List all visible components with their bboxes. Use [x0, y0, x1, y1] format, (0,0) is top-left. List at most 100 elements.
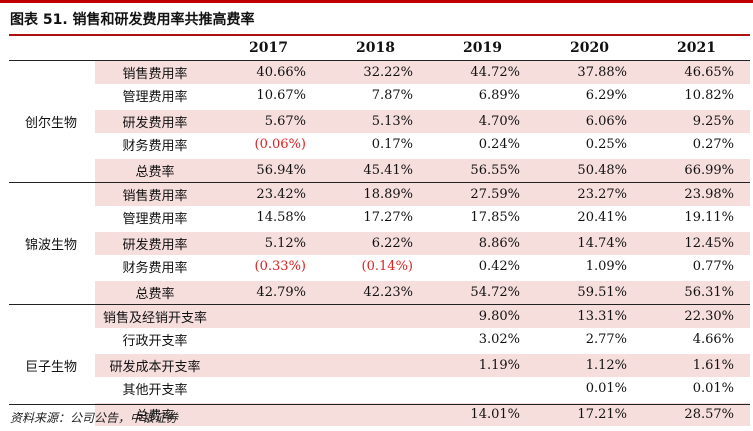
table-cell: 6.29%: [585, 88, 627, 103]
table-cell: 19.11%: [684, 210, 734, 225]
table-cell: 42.79%: [215, 278, 322, 305]
table-cell: 28.57%: [643, 400, 750, 426]
table-cell: (0.06%): [254, 137, 306, 152]
table-cell: 23.98%: [643, 182, 750, 206]
row-label: 销售费用率: [95, 60, 215, 84]
table-cell: 7.87%: [371, 88, 413, 103]
table-cell: 56.31%: [643, 278, 750, 305]
table-cell: (0.33%): [254, 259, 306, 274]
table-cell: 4.70%: [429, 107, 536, 133]
table-cell: 54.72%: [429, 278, 536, 305]
header-year: 2020: [570, 40, 609, 56]
table-row: 管理费用率 14.58% 17.27% 17.85% 20.41% 19.11%: [9, 206, 750, 231]
table-row: 总费率 42.79% 42.23% 54.72% 59.51% 56.31%: [9, 278, 750, 305]
table-cell: 32.22%: [322, 60, 429, 84]
header-row: 2017 2018 2019 2020 2021: [9, 36, 750, 61]
company-name: 创尔生物: [9, 60, 95, 183]
table-cell: 6.89%: [478, 88, 520, 103]
top-accent-bar: [0, 0, 753, 3]
table-cell: (0.14%): [361, 259, 413, 274]
table-cell: 56.55%: [429, 156, 536, 183]
table-row: 研发成本开支率 1.19% 1.12% 1.61%: [9, 351, 750, 377]
table-cell: 37.88%: [536, 60, 643, 84]
table-cell: 0.77%: [692, 259, 734, 274]
table-cell: [215, 328, 322, 353]
header-year: 2019: [463, 40, 502, 56]
header-year: 2021: [677, 40, 716, 56]
row-label: 其他开支率: [122, 383, 188, 398]
table-cell: [215, 377, 322, 402]
table-cell: 13.31%: [536, 304, 643, 328]
table-cell: 17.85%: [470, 210, 520, 225]
table-cell: 1.19%: [429, 351, 536, 377]
table-cell: 27.59%: [429, 182, 536, 206]
table-cell: 23.27%: [536, 182, 643, 206]
table-cell: 4.66%: [692, 332, 734, 347]
company-name: 锦波生物: [9, 182, 95, 305]
table-cell: 44.72%: [429, 60, 536, 84]
bottom-rule: [9, 404, 750, 405]
table-cell: [429, 377, 536, 402]
table-cell: 20.41%: [577, 210, 627, 225]
table-cell: [215, 351, 322, 377]
table-cell: 1.12%: [536, 351, 643, 377]
table-cell: 0.27%: [692, 137, 734, 152]
title-rule: [9, 34, 750, 36]
table-cell: [322, 377, 429, 402]
table-cell: 3.02%: [478, 332, 520, 347]
table-row: 研发费用率 5.67% 5.13% 4.70% 6.06% 9.25%: [9, 107, 750, 133]
table-cell: 45.41%: [322, 156, 429, 183]
table-cell: [215, 304, 322, 328]
row-label: 财务费用率: [122, 139, 188, 154]
table-cell: 18.89%: [322, 182, 429, 206]
row-label: 研发费用率: [95, 229, 215, 255]
row-label: 管理费用率: [122, 90, 188, 105]
table-row: 锦波生物 销售费用率 23.42% 18.89% 27.59% 23.27% 23.98%: [9, 182, 750, 305]
company-name: 巨子生物: [9, 304, 95, 426]
row-label: 总费率: [95, 278, 215, 305]
table-row: 财务费用率 (0.33%) (0.14%) 0.42% 1.09% 0.77%: [9, 255, 750, 280]
expense-ratio-table: 2017 2018 2019 2020 2021 创尔生物 销售费用率 40.66%…: [9, 36, 750, 426]
table-cell: [215, 400, 322, 426]
table-body: 创尔生物 销售费用率 40.66% 32.22% 44.72% 37.88% 46.65% 管…: [9, 60, 750, 426]
table-cell: 14.58%: [256, 210, 306, 225]
table-cell: 56.94%: [215, 156, 322, 183]
table-cell: 14.74%: [536, 229, 643, 255]
table-cell: 10.67%: [256, 88, 306, 103]
table-cell: 0.01%: [692, 381, 734, 396]
table-cell: 50.48%: [536, 156, 643, 183]
table-cell: [322, 400, 429, 426]
table-row: 行政开支率 3.02% 2.77% 4.66%: [9, 328, 750, 353]
table-cell: 6.22%: [322, 229, 429, 255]
row-label: 研发成本开支率: [95, 351, 215, 377]
figure-title: 图表 51. 销售和研发费用率共推高费率: [10, 12, 255, 28]
table-cell: 8.86%: [429, 229, 536, 255]
table-cell: [322, 351, 429, 377]
table-cell: 6.06%: [536, 107, 643, 133]
header-year: 2017: [249, 40, 288, 56]
table-cell: 59.51%: [536, 278, 643, 305]
table-row: 总费率 56.94% 45.41% 56.55% 50.48% 66.99%: [9, 156, 750, 183]
table-cell: 0.25%: [585, 137, 627, 152]
table-cell: 5.13%: [322, 107, 429, 133]
table-cell: 42.23%: [322, 278, 429, 305]
table-row: 财务费用率 (0.06%) 0.17% 0.24% 0.25% 0.27%: [9, 133, 750, 158]
table-row: 其他开支率 0.01% 0.01%: [9, 377, 750, 402]
table-cell: 22.30%: [643, 304, 750, 328]
table-cell: 5.67%: [215, 107, 322, 133]
table-cell: 17.27%: [363, 210, 413, 225]
table-cell: [322, 328, 429, 353]
header-item: [95, 36, 215, 61]
table-cell: 9.25%: [643, 107, 750, 133]
table-cell: 12.45%: [643, 229, 750, 255]
table-cell: 46.65%: [643, 60, 750, 84]
table-row: 创尔生物 销售费用率 40.66% 32.22% 44.72% 37.88% 46.65%: [9, 60, 750, 183]
table-row: 巨子生物 销售及经销开支率 9.80% 13.31% 22.30%: [9, 304, 750, 426]
header-company: [9, 36, 95, 61]
table-cell: 0.42%: [478, 259, 520, 274]
table-cell: 40.66%: [215, 60, 322, 84]
row-label: 研发费用率: [95, 107, 215, 133]
table-cell: 0.17%: [371, 137, 413, 152]
table-cell: 2.77%: [585, 332, 627, 347]
table-cell: 17.21%: [536, 400, 643, 426]
